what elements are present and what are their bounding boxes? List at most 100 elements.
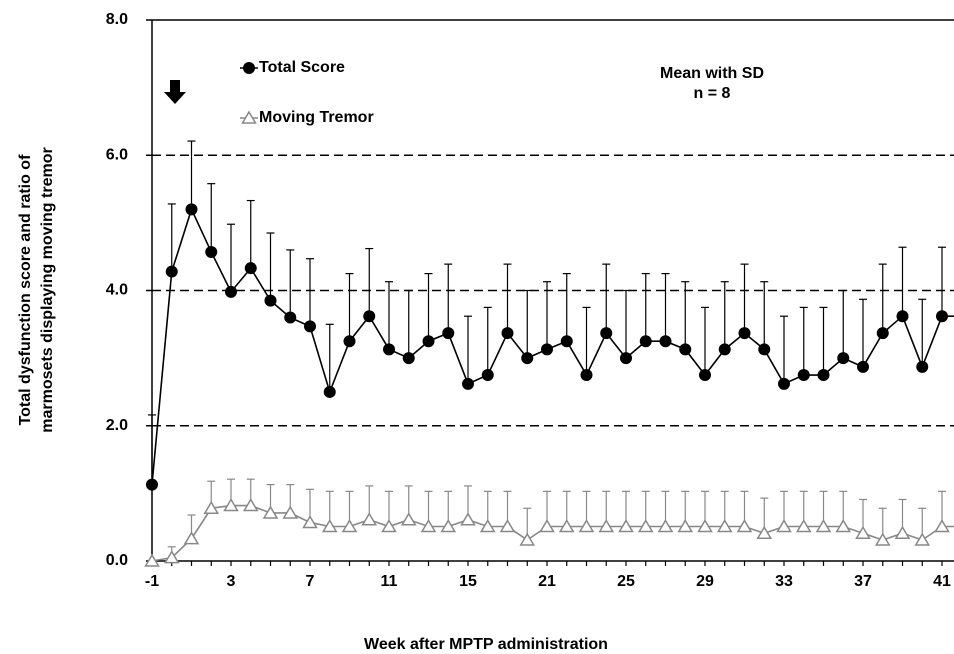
x-tick-label: -1 <box>145 573 159 590</box>
x-tick-label: 29 <box>696 573 714 590</box>
x-tick-label: 11 <box>381 573 398 590</box>
data-point <box>657 519 674 533</box>
data-point <box>323 385 336 398</box>
data-point <box>381 519 397 533</box>
data-point <box>521 352 534 365</box>
data-point <box>223 498 239 512</box>
data-point <box>321 519 338 533</box>
data-point <box>936 310 948 323</box>
data-point <box>479 519 496 533</box>
x-tick-label: 41 <box>933 573 951 590</box>
data-point <box>679 343 692 356</box>
data-point <box>541 343 553 356</box>
data-point <box>778 377 790 390</box>
data-point <box>302 514 318 529</box>
x-tick-label: 7 <box>306 573 315 590</box>
data-point <box>282 505 299 519</box>
data-point <box>420 519 437 533</box>
y-tick-label: 0.0 <box>106 552 128 569</box>
data-point <box>185 203 198 216</box>
data-point <box>146 478 158 491</box>
data-point <box>738 327 751 340</box>
data-point <box>874 532 891 546</box>
data-point <box>183 531 200 545</box>
data-point <box>618 519 634 533</box>
data-point <box>284 311 297 324</box>
data-point <box>817 369 830 382</box>
data-point <box>914 532 931 546</box>
data-point <box>855 525 871 540</box>
data-point <box>598 519 615 533</box>
y-tick-label: 2.0 <box>106 417 128 434</box>
data-point <box>242 498 259 512</box>
data-point <box>795 519 812 533</box>
data-point <box>600 327 613 340</box>
x-axis-title: Week after MPTP administration <box>364 636 608 653</box>
data-point <box>501 327 514 340</box>
x-tick-label: 33 <box>775 573 793 590</box>
legend-marker <box>241 110 257 124</box>
x-tick-label: 15 <box>459 573 477 590</box>
data-point <box>341 519 358 533</box>
data-point <box>756 525 773 540</box>
data-point <box>876 327 889 340</box>
data-point <box>262 505 279 519</box>
y-axis-title: marmosets displaying moving tremor <box>39 147 56 432</box>
data-point <box>934 519 950 533</box>
data-point <box>519 532 536 546</box>
data-point <box>481 369 494 382</box>
data-point <box>225 285 237 298</box>
data-point <box>402 352 415 365</box>
data-point <box>580 369 593 382</box>
data-point <box>460 512 476 526</box>
series-line <box>151 207 954 485</box>
data-point <box>758 343 771 356</box>
data-point <box>539 519 555 533</box>
data-point <box>400 512 417 526</box>
data-point <box>835 519 852 533</box>
data-point <box>659 335 672 348</box>
dose-arrow <box>164 80 186 104</box>
data-point <box>165 265 178 278</box>
data-point <box>837 352 850 365</box>
data-point <box>857 360 869 373</box>
data-point <box>697 519 713 533</box>
data-point <box>442 327 455 340</box>
x-tick-label: 25 <box>617 573 635 590</box>
data-point <box>361 512 378 526</box>
data-point <box>776 519 792 533</box>
data-point <box>797 369 810 382</box>
legend-label: Moving Tremor <box>259 109 374 126</box>
data-point <box>677 519 694 533</box>
data-point <box>716 519 733 533</box>
data-point <box>894 525 911 540</box>
data-point <box>558 519 575 533</box>
data-point <box>499 519 516 533</box>
data-point <box>203 500 220 515</box>
data-point <box>363 310 376 323</box>
data-point <box>304 320 316 333</box>
data-point <box>383 343 395 356</box>
y-axis-title: Total dysfunction score and ratio of <box>17 154 34 426</box>
data-point <box>163 550 180 564</box>
data-point <box>637 519 654 533</box>
data-point <box>343 335 356 348</box>
data-point <box>244 262 257 275</box>
data-point <box>896 310 909 323</box>
data-point <box>264 294 277 307</box>
y-tick-label: 4.0 <box>106 282 128 299</box>
x-tick-label: 3 <box>227 573 236 590</box>
data-point <box>620 352 632 365</box>
annotation: Mean with SD <box>660 65 764 82</box>
y-tick-label: 6.0 <box>106 146 128 163</box>
data-point <box>916 360 929 373</box>
data-point <box>639 335 652 348</box>
data-point <box>736 519 753 533</box>
annotation: n = 8 <box>694 85 731 102</box>
x-tick-label: 37 <box>854 573 872 590</box>
data-point <box>422 335 435 348</box>
data-point <box>560 335 573 348</box>
data-point <box>815 519 832 533</box>
data-point <box>440 519 457 533</box>
legend-marker <box>243 62 255 74</box>
